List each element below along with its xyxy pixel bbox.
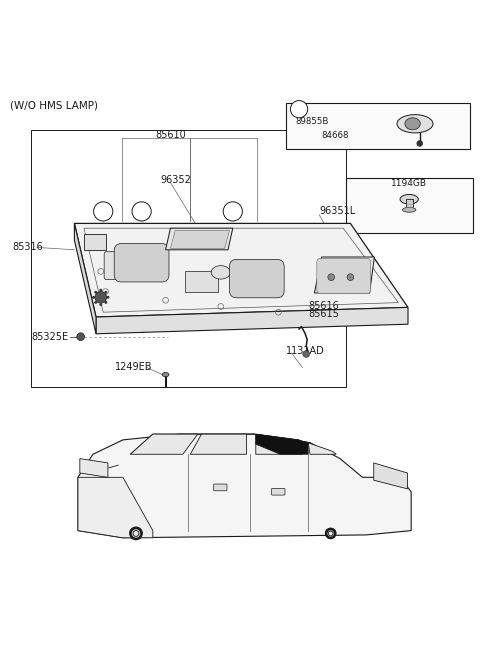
Circle shape bbox=[95, 291, 107, 303]
Polygon shape bbox=[74, 224, 96, 334]
Polygon shape bbox=[166, 228, 233, 250]
Text: 85325E: 85325E bbox=[31, 332, 68, 342]
Polygon shape bbox=[308, 443, 336, 454]
FancyBboxPatch shape bbox=[317, 259, 371, 293]
Text: (W/O HMS LAMP): (W/O HMS LAMP) bbox=[10, 101, 97, 111]
Text: 84668: 84668 bbox=[322, 131, 349, 140]
Polygon shape bbox=[374, 463, 408, 489]
Polygon shape bbox=[80, 459, 108, 477]
FancyBboxPatch shape bbox=[104, 252, 140, 280]
Polygon shape bbox=[78, 477, 153, 538]
Ellipse shape bbox=[405, 118, 420, 130]
Text: a: a bbox=[230, 207, 235, 216]
Polygon shape bbox=[96, 307, 408, 334]
FancyBboxPatch shape bbox=[214, 484, 227, 491]
Circle shape bbox=[223, 202, 242, 221]
Circle shape bbox=[94, 301, 97, 304]
Circle shape bbox=[417, 141, 422, 146]
Polygon shape bbox=[131, 434, 198, 454]
FancyBboxPatch shape bbox=[114, 243, 169, 282]
Ellipse shape bbox=[400, 195, 419, 204]
Text: 96351L: 96351L bbox=[319, 207, 356, 216]
Polygon shape bbox=[74, 224, 408, 317]
Circle shape bbox=[347, 274, 354, 280]
Circle shape bbox=[99, 303, 102, 306]
Ellipse shape bbox=[118, 247, 166, 278]
Bar bbox=[185, 271, 218, 291]
Polygon shape bbox=[190, 434, 246, 454]
Bar bbox=[31, 130, 346, 387]
Ellipse shape bbox=[402, 207, 416, 213]
Bar bbox=[346, 178, 473, 233]
Text: 85615: 85615 bbox=[308, 309, 339, 318]
Text: 1131AD: 1131AD bbox=[286, 345, 324, 355]
Polygon shape bbox=[170, 230, 229, 248]
Circle shape bbox=[133, 530, 139, 536]
Circle shape bbox=[105, 291, 108, 293]
Text: 85316: 85316 bbox=[12, 242, 43, 253]
Polygon shape bbox=[78, 434, 411, 538]
FancyBboxPatch shape bbox=[272, 488, 285, 495]
Text: 96352: 96352 bbox=[161, 175, 192, 185]
Circle shape bbox=[92, 296, 95, 299]
Circle shape bbox=[99, 289, 102, 291]
Text: 85610: 85610 bbox=[155, 130, 186, 139]
Bar bbox=[406, 199, 413, 210]
Circle shape bbox=[131, 528, 142, 539]
Text: 89855B: 89855B bbox=[295, 117, 329, 126]
Circle shape bbox=[328, 274, 335, 280]
Circle shape bbox=[94, 202, 113, 221]
Ellipse shape bbox=[162, 372, 169, 377]
Bar bbox=[84, 234, 106, 250]
Text: 85616: 85616 bbox=[308, 301, 339, 311]
Circle shape bbox=[107, 296, 109, 299]
Polygon shape bbox=[256, 434, 302, 454]
Circle shape bbox=[105, 301, 108, 304]
Text: a: a bbox=[139, 207, 144, 216]
Circle shape bbox=[77, 333, 84, 341]
Circle shape bbox=[94, 291, 97, 293]
Circle shape bbox=[326, 529, 335, 538]
Polygon shape bbox=[256, 434, 308, 454]
FancyBboxPatch shape bbox=[229, 259, 284, 298]
Circle shape bbox=[290, 101, 308, 118]
Circle shape bbox=[328, 531, 333, 536]
Text: 1194GB: 1194GB bbox=[391, 179, 427, 188]
Circle shape bbox=[303, 351, 310, 357]
Ellipse shape bbox=[397, 114, 433, 133]
Ellipse shape bbox=[211, 266, 230, 279]
Text: a: a bbox=[297, 105, 301, 114]
Circle shape bbox=[132, 202, 151, 221]
Ellipse shape bbox=[233, 263, 281, 294]
Text: a: a bbox=[101, 207, 106, 216]
Polygon shape bbox=[314, 257, 374, 293]
Bar bbox=[286, 103, 470, 149]
Text: 1249EB: 1249EB bbox=[115, 363, 153, 372]
